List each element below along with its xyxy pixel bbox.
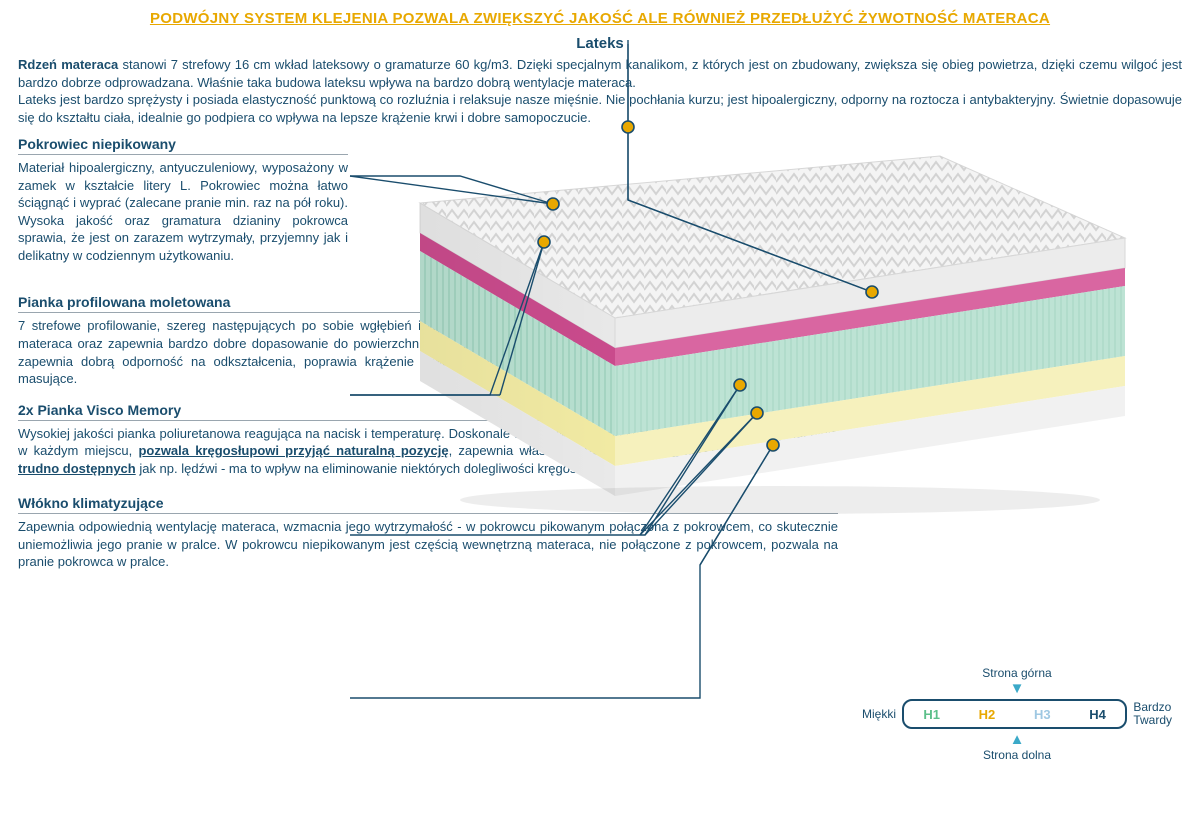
callout-dot-visco-upper-dot	[734, 379, 746, 391]
arrow-up-icon: ▲	[1010, 731, 1025, 748]
scale-right-label: Bardzo Twardy	[1133, 701, 1172, 727]
scale-h4: H4	[1089, 707, 1106, 722]
lateks-intro: Rdzeń materaca stanowi 7 strefowy 16 cm …	[18, 56, 1182, 126]
scale-top-label: Strona górna ▼	[862, 666, 1172, 697]
pianka-prof-title: Pianka profilowana moletowana	[18, 294, 608, 313]
scale-top-text: Strona górna	[982, 666, 1051, 680]
visco-t2: , zapewnia właściwe krążenie krwi.	[449, 443, 666, 458]
arrow-down-icon: ▼	[1010, 680, 1025, 697]
scale-left-label: Miękki	[862, 707, 896, 721]
lateks-lead: Rdzeń materaca	[18, 57, 118, 72]
section-visco: 2x Pianka Visco Memory Wysokiej jakości …	[18, 402, 838, 478]
scale-bottom-label: ▲ Strona dolna	[862, 731, 1172, 762]
visco-text: Wysokiej jakości pianka poliuretanowa re…	[18, 425, 838, 478]
hardness-scale: Strona górna ▼ Miękki H1 H2 H3 H4 Bardzo…	[862, 666, 1172, 762]
visco-title: 2x Pianka Visco Memory	[18, 402, 838, 421]
line-lateks-to-core	[628, 127, 872, 292]
scale-right-l2: Twardy	[1133, 713, 1172, 727]
lateks-p2: Lateks jest bardzo sprężysty i posiada e…	[18, 92, 1182, 125]
lateks-p1: stanowi 7 strefowy 16 cm wkład lateksowy…	[18, 57, 1182, 90]
lateks-title: Lateks	[18, 35, 1182, 52]
callout-pokrowiec	[350, 176, 553, 204]
visco-t3: jak np. lędźwi - ma to wpływ na eliminow…	[136, 461, 605, 476]
line-lateks-diag	[628, 127, 872, 292]
callout-wlokno	[350, 445, 773, 698]
wlokno-title: Włókno klimatyzujące	[18, 495, 838, 514]
scale-h3: H3	[1034, 707, 1051, 722]
scale-bottom-text: Strona dolna	[983, 748, 1051, 762]
callout-dot-pianka-dot	[538, 236, 550, 248]
scale-h2: H2	[979, 707, 996, 722]
visco-b1: pozwala kręgosłupowi przyjąć naturalną p…	[138, 443, 448, 458]
callout-dot-lateks-mid-dot	[866, 286, 878, 298]
wlokno-text: Zapewnia odpowiednią wentylację materaca…	[18, 518, 838, 571]
pianka-prof-text: 7 strefowe profilowanie, szereg następuj…	[18, 317, 608, 387]
line-lateks-d	[628, 200, 872, 292]
section-pianka-prof: Pianka profilowana moletowana 7 strefowe…	[18, 294, 608, 387]
pokrowiec-text: Materiał hipoalergiczny, antyuczuleniowy…	[18, 159, 348, 264]
scale-box: H1 H2 H3 H4	[902, 699, 1127, 729]
line-pokrowiec	[350, 176, 553, 204]
section-wlokno: Włókno klimatyzujące Zapewnia odpowiedni…	[18, 495, 838, 571]
pokrowiec-title: Pokrowiec niepikowany	[18, 136, 348, 155]
scale-right-l1: Bardzo	[1133, 700, 1171, 714]
callout-dot-pokrowiec-dot	[547, 198, 559, 210]
headline: PODWÓJNY SYSTEM KLEJENIA POZWALA ZWIĘKSZ…	[18, 10, 1182, 27]
scale-h1: H1	[923, 707, 940, 722]
section-pokrowiec: Pokrowiec niepikowany Materiał hipoalerg…	[18, 136, 348, 264]
